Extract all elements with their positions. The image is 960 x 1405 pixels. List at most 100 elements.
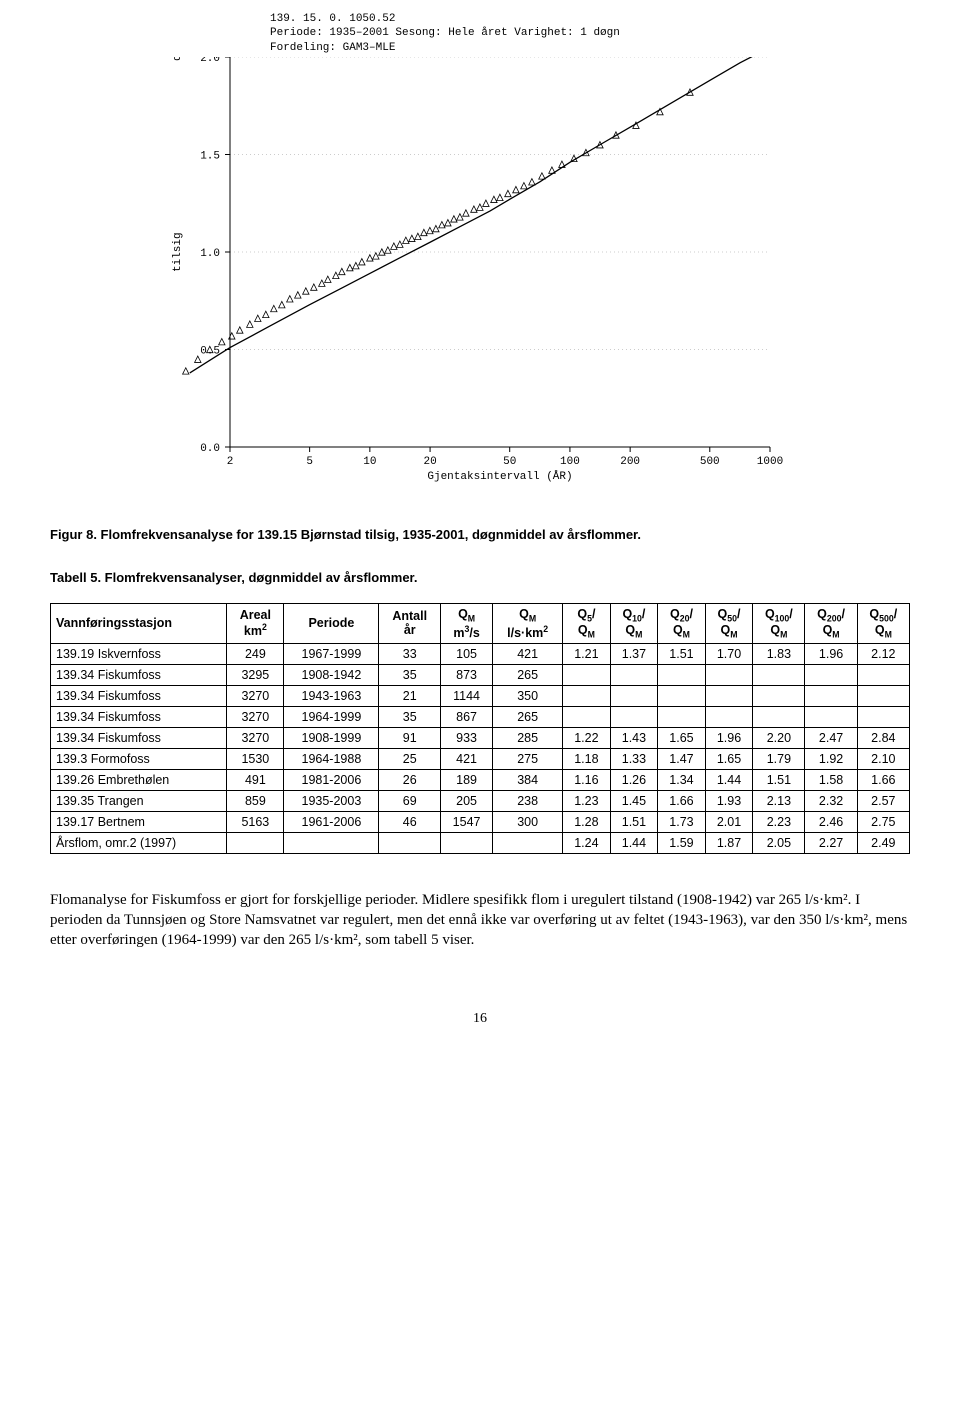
table-cell: Årsflom, omr.2 (1997): [51, 832, 227, 853]
table-cell: 1.58: [805, 769, 857, 790]
table-cell: 1967-1999: [284, 643, 379, 664]
table-cell: 1.96: [805, 643, 857, 664]
data-table: VannføringsstasjonArealkm2PeriodeAntallå…: [50, 603, 910, 854]
table-cell: 1.18: [563, 748, 611, 769]
table-cell: 1943-1963: [284, 685, 379, 706]
table-header-cell: Vannføringsstasjon: [51, 603, 227, 643]
table-cell: 1964-1999: [284, 706, 379, 727]
table-cell: 26: [379, 769, 441, 790]
table-header-row: VannføringsstasjonArealkm2PeriodeAntallå…: [51, 603, 910, 643]
table-cell: 1.33: [610, 748, 658, 769]
table-cell: 1.79: [753, 748, 805, 769]
table-cell: 1.45: [610, 790, 658, 811]
table-cell: 2.10: [857, 748, 909, 769]
table-cell: 2.20: [753, 727, 805, 748]
table-cell: 275: [493, 748, 563, 769]
table-cell: 46: [379, 811, 441, 832]
table-cell: 139.35 Trangen: [51, 790, 227, 811]
table-row: 139.35 Trangen8591935-2003692052381.231.…: [51, 790, 910, 811]
table-header-cell: Arealkm2: [227, 603, 284, 643]
table-cell: 384: [493, 769, 563, 790]
table-cell: 2.13: [753, 790, 805, 811]
table-cell: [753, 664, 805, 685]
table-cell: [563, 706, 611, 727]
table-cell: 1.59: [658, 832, 706, 853]
table-cell: [610, 685, 658, 706]
table-cell: [227, 832, 284, 853]
table-cell: 873: [440, 664, 492, 685]
table-header-cell: Q200/QM: [805, 603, 857, 643]
svg-text:200: 200: [620, 456, 640, 468]
table-cell: 350: [493, 685, 563, 706]
table-row: 139.17 Bertnem51631961-20064615473001.28…: [51, 811, 910, 832]
table-cell: 1547: [440, 811, 492, 832]
table-cell: 139.34 Fiskumfoss: [51, 706, 227, 727]
table-cell: 2.12: [857, 643, 909, 664]
table-cell: 139.34 Fiskumfoss: [51, 685, 227, 706]
table-cell: [379, 832, 441, 853]
table-cell: 1.87: [705, 832, 753, 853]
table-cell: 421: [493, 643, 563, 664]
table-cell: 1.83: [753, 643, 805, 664]
table-cell: 35: [379, 706, 441, 727]
table-cell: 2.47: [805, 727, 857, 748]
table-cell: 69: [379, 790, 441, 811]
table-row: 139.26 Embrethølen4911981-2006261893841.…: [51, 769, 910, 790]
table-cell: [805, 685, 857, 706]
table-header-cell: Q5/QM: [563, 603, 611, 643]
table-cell: 3295: [227, 664, 284, 685]
table-cell: 1.92: [805, 748, 857, 769]
svg-text:q/qm(1): q/qm(1): [172, 57, 184, 61]
page-number: 16: [50, 1011, 910, 1027]
table-cell: 1.73: [658, 811, 706, 832]
table-cell: 139.26 Embrethølen: [51, 769, 227, 790]
svg-text:1000: 1000: [757, 456, 783, 468]
table-cell: 1.26: [610, 769, 658, 790]
svg-text:1.0: 1.0: [200, 248, 220, 260]
table-cell: 1.66: [857, 769, 909, 790]
table-cell: 1908-1942: [284, 664, 379, 685]
table-header-cell: Q20/QM: [658, 603, 706, 643]
table-row: 139.34 Fiskumfoss32701943-1963211144350: [51, 685, 910, 706]
table-row: 139.34 Fiskumfoss32701964-199935867265: [51, 706, 910, 727]
table-cell: 2.05: [753, 832, 805, 853]
table-cell: 2.01: [705, 811, 753, 832]
svg-text:2: 2: [227, 456, 234, 468]
table-cell: [610, 706, 658, 727]
table-cell: 2.57: [857, 790, 909, 811]
table-cell: 1.37: [610, 643, 658, 664]
table-cell: [857, 685, 909, 706]
table-cell: 265: [493, 706, 563, 727]
table-cell: 25: [379, 748, 441, 769]
table-cell: 1.51: [753, 769, 805, 790]
table-row: 139.3 Formofoss15301964-1988254212751.18…: [51, 748, 910, 769]
table-cell: [440, 832, 492, 853]
table-cell: 249: [227, 643, 284, 664]
table-cell: 2.75: [857, 811, 909, 832]
table-cell: 285: [493, 727, 563, 748]
table-cell: 1.66: [658, 790, 706, 811]
svg-text:2.0: 2.0: [200, 57, 220, 65]
table-cell: 2.32: [805, 790, 857, 811]
table-cell: [658, 706, 706, 727]
table-caption: Tabell 5. Flomfrekvensanalyser, døgnmidd…: [50, 570, 910, 585]
table-cell: 21: [379, 685, 441, 706]
table-cell: [805, 706, 857, 727]
table-cell: 2.27: [805, 832, 857, 853]
table-cell: 1.51: [658, 643, 706, 664]
chart-header-1: 139. 15. 0. 1050.52: [270, 12, 800, 26]
table-cell: 265: [493, 664, 563, 685]
table-cell: 33: [379, 643, 441, 664]
table-cell: 1.43: [610, 727, 658, 748]
table-header-cell: Q500/QM: [857, 603, 909, 643]
table-cell: 491: [227, 769, 284, 790]
table-cell: 1144: [440, 685, 492, 706]
table-cell: 867: [440, 706, 492, 727]
table-cell: 1.44: [705, 769, 753, 790]
table-cell: 1.70: [705, 643, 753, 664]
svg-text:500: 500: [700, 456, 720, 468]
table-cell: 1961-2006: [284, 811, 379, 832]
chart-header-3: Fordeling: GAM3–MLE: [270, 41, 800, 55]
table-cell: 300: [493, 811, 563, 832]
svg-text:1.5: 1.5: [200, 150, 220, 162]
